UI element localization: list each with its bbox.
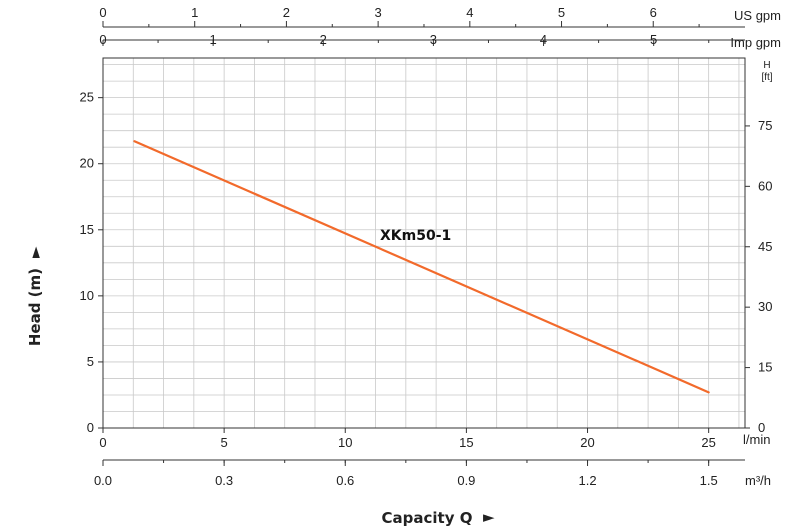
right-tick-label: 15 bbox=[758, 360, 772, 375]
imp-gpm-tick-label: 4 bbox=[540, 32, 547, 47]
plot-frame bbox=[102, 57, 746, 429]
y-tick-label: 20 bbox=[80, 156, 94, 171]
y-axis-ticks: 0 5 10 15 20 25 bbox=[80, 90, 103, 435]
series bbox=[133, 140, 710, 394]
m3h-tick-label: 0.3 bbox=[215, 473, 233, 488]
y-tick-label: 25 bbox=[80, 90, 94, 105]
right-tick-label: 75 bbox=[758, 118, 772, 133]
us-gpm-ticks: 0 1 2 3 4 5 6 bbox=[99, 5, 700, 27]
y-tick-label: 10 bbox=[80, 288, 94, 303]
imp-gpm-axis-label: Imp gpm bbox=[730, 35, 781, 50]
y-axis-arrow: ► bbox=[26, 246, 44, 258]
m3h-axis-unit: m³/h bbox=[745, 473, 771, 488]
us-gpm-tick-label: 4 bbox=[466, 5, 473, 20]
us-gpm-tick-label: 6 bbox=[650, 5, 657, 20]
right-tick-label: 30 bbox=[758, 299, 772, 314]
us-gpm-tick-label: 0 bbox=[99, 5, 106, 20]
m3h-axis-ticks: 0.0 0.3 0.6 0.9 1.2 1.5 bbox=[94, 460, 718, 488]
us-gpm-axis-label: US gpm bbox=[734, 8, 781, 23]
right-axis-unit: [ft] bbox=[761, 72, 772, 83]
y-tick-label: 15 bbox=[80, 222, 94, 237]
right-tick-label: 45 bbox=[758, 239, 772, 254]
imp-gpm-tick-label: 1 bbox=[210, 32, 217, 47]
y-axis-title-group: Head (m) ► bbox=[26, 246, 44, 346]
us-gpm-tick-label: 1 bbox=[191, 5, 198, 20]
x-tick-label: 0 bbox=[99, 435, 106, 450]
x-axis-arrow: ► bbox=[483, 508, 495, 526]
m3h-tick-label: 0.0 bbox=[94, 473, 112, 488]
m3h-tick-label: 0.9 bbox=[457, 473, 475, 488]
imp-gpm-ticks: 0 1 2 3 4 5 bbox=[99, 32, 710, 47]
right-axis-label: H bbox=[763, 60, 770, 71]
y-axis-title: Head (m) bbox=[26, 268, 44, 346]
x-axis-unit: l/min bbox=[743, 432, 770, 447]
imp-gpm-tick-label: 0 bbox=[99, 32, 106, 47]
m3h-tick-label: 1.5 bbox=[700, 473, 718, 488]
series-line-0 bbox=[133, 140, 710, 394]
m3h-tick-label: 1.2 bbox=[578, 473, 596, 488]
x-tick-label: 5 bbox=[221, 435, 228, 450]
right-tick-label: 60 bbox=[758, 178, 772, 193]
x-axis-ticks: 0 5 10 15 20 25 bbox=[99, 428, 716, 450]
x-tick-label: 25 bbox=[701, 435, 715, 450]
x-axis-title: Capacity Q bbox=[382, 509, 473, 527]
right-tick-label: 0 bbox=[758, 420, 765, 435]
m3h-tick-label: 0.6 bbox=[336, 473, 354, 488]
imp-gpm-tick-label: 5 bbox=[650, 32, 657, 47]
y-tick-label: 0 bbox=[87, 420, 94, 435]
us-gpm-tick-label: 5 bbox=[558, 5, 565, 20]
right-ft-axis-ticks: 0 15 30 45 60 75 bbox=[745, 118, 772, 435]
y-tick-label: 5 bbox=[87, 354, 94, 369]
x-tick-label: 15 bbox=[459, 435, 473, 450]
x-tick-label: 20 bbox=[580, 435, 594, 450]
x-tick-label: 10 bbox=[338, 435, 352, 450]
us-gpm-tick-label: 2 bbox=[283, 5, 290, 20]
imp-gpm-tick-label: 3 bbox=[430, 32, 437, 47]
series-label: XKm50-1 bbox=[380, 228, 451, 244]
us-gpm-tick-label: 3 bbox=[375, 5, 382, 20]
imp-gpm-tick-label: 2 bbox=[320, 32, 327, 47]
